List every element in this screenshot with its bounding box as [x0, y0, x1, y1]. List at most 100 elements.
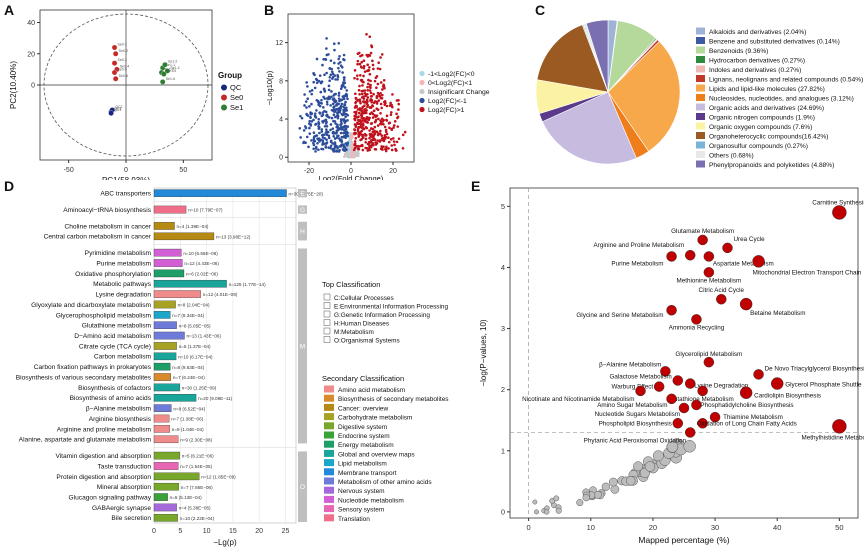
legend-swatch [419, 79, 425, 86]
up-regulated-point [371, 130, 375, 134]
down-regulated-point [340, 125, 343, 129]
secondary-legend-label: Endocrine system [338, 433, 390, 440]
down-regulated-point [321, 63, 324, 67]
up-regulated-point [359, 138, 362, 142]
down-regulated-point [344, 136, 347, 140]
up-regulated-point [354, 131, 358, 135]
down-regulated-point [335, 150, 339, 153]
legend-label: Organic oxygen compounds (7.6%) [709, 124, 812, 131]
up-regulated-point [379, 112, 382, 115]
sample-label: QC1 [114, 107, 121, 111]
up-regulated-point [389, 103, 393, 107]
up-regulated-point [380, 134, 384, 137]
pathway-label: Methylhistidine Metabolism [802, 434, 864, 441]
bar-value-label: n=20 (9.09E−11) [198, 396, 233, 401]
pathway-label: Glutamate Metabolism [671, 228, 734, 235]
down-regulated-point [312, 141, 315, 145]
down-regulated-point [329, 123, 333, 126]
up-regulated-point [379, 102, 383, 106]
up-regulated-point [374, 120, 377, 123]
down-regulated-point [344, 142, 348, 145]
up-regulated-point [382, 79, 386, 82]
pathway-label: Lysine Degradation [694, 383, 749, 390]
down-regulated-point [320, 80, 323, 84]
down-regulated-point [312, 147, 315, 151]
down-regulated-point [316, 137, 319, 140]
legend-label: Lipids and lipid-like molecules (27.82%) [709, 86, 825, 93]
bar-value-label: n=12 (4.43E−06) [184, 261, 219, 266]
down-regulated-point [336, 75, 340, 79]
legend-label: Organic acids and derivatives (24.69%) [709, 105, 824, 112]
sample-point [108, 110, 114, 116]
significant-bubble [709, 411, 721, 423]
down-regulated-point [325, 47, 328, 50]
up-regulated-point [361, 144, 364, 148]
y-tick-label: 8 [279, 78, 283, 85]
up-regulated-point [370, 95, 373, 98]
top-legend-label: M:Metabolism [334, 329, 374, 336]
up-regulated-point [382, 122, 385, 126]
down-regulated-point [325, 37, 328, 40]
secondary-legend-label: Amino acid metabolism [338, 387, 405, 394]
legend-swatch [419, 70, 425, 77]
bar-value-label: n=6 (2.02E−06) [186, 272, 218, 277]
up-regulated-point [374, 115, 378, 118]
top-legend-label: G:Genetic Information Processing [334, 312, 430, 319]
pathway-label: Purine Metabolism [611, 260, 663, 267]
down-regulated-point [343, 58, 346, 62]
panel-label-b: B [264, 2, 275, 18]
up-regulated-point [362, 116, 366, 120]
legend-label: Se1 [230, 103, 243, 112]
significant-bubble [697, 385, 708, 397]
up-regulated-point [370, 98, 374, 102]
sample-point [161, 71, 167, 77]
down-regulated-point [329, 104, 332, 107]
significant-bubble [739, 386, 753, 399]
up-regulated-point [363, 108, 366, 112]
sample-label: Se0-4 [120, 64, 129, 68]
significant-bubble [653, 381, 665, 392]
y-tick-label: 0 [501, 507, 505, 516]
significant-bubble [697, 418, 708, 429]
x-tick-label: 30 [711, 523, 719, 532]
legend-label: Insignificant Change [428, 89, 490, 96]
insignificant-bubble [625, 475, 636, 486]
down-regulated-point [316, 100, 320, 104]
down-regulated-point [336, 128, 340, 132]
down-regulated-point [331, 102, 335, 106]
up-regulated-point [388, 121, 392, 125]
up-regulated-point [353, 69, 357, 72]
down-regulated-point [336, 78, 339, 81]
down-regulated-point [344, 115, 347, 119]
up-regulated-point [353, 106, 357, 109]
plot-frame [509, 187, 859, 519]
down-regulated-point [302, 129, 306, 132]
down-regulated-point [320, 128, 324, 131]
up-regulated-point [358, 92, 361, 96]
pathway-label: Oxidative phosphorylation [75, 271, 151, 278]
insignificant-bubble [683, 440, 696, 453]
up-regulated-point [376, 94, 379, 98]
pathway-label: Carnitine Synthesis [812, 199, 864, 206]
down-regulated-point [318, 74, 322, 77]
up-regulated-point [364, 146, 367, 150]
up-regulated-point [387, 140, 391, 144]
up-regulated-point [377, 117, 380, 121]
down-regulated-point [317, 79, 321, 83]
up-regulated-point [364, 126, 368, 129]
secondary-legend-label: Translation [338, 516, 370, 523]
up-regulated-point [385, 132, 389, 136]
up-regulated-point [371, 141, 374, 145]
up-regulated-point [353, 140, 357, 143]
down-regulated-point [342, 105, 345, 109]
insignificant-point [343, 152, 347, 156]
up-regulated-point [397, 108, 400, 111]
up-regulated-point [369, 91, 373, 95]
y-tick-label: 0 [31, 83, 35, 90]
x-axis-label: PC1(58.93%) [102, 176, 150, 180]
up-regulated-point [366, 92, 369, 96]
pathway-label: Protein digestion and absorption [56, 474, 151, 481]
down-regulated-point [342, 76, 346, 79]
down-regulated-point [310, 92, 314, 96]
up-regulated-point [373, 129, 376, 133]
